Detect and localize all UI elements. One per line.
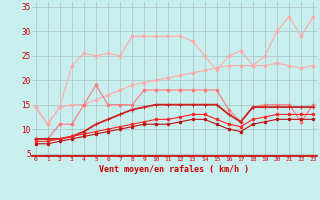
X-axis label: Vent moyen/en rafales ( km/h ): Vent moyen/en rafales ( km/h )	[100, 165, 249, 174]
